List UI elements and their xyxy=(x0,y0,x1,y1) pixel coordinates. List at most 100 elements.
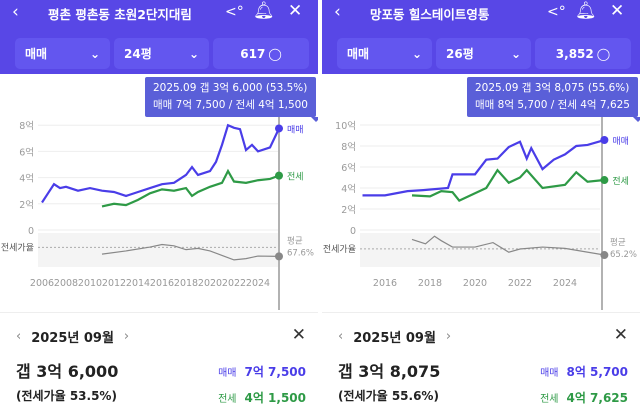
jeonse-ratio: (전세가율 55.6%) xyxy=(338,389,439,403)
sale-value: 8억 5,700 xyxy=(566,365,628,379)
x-tick-label: 2016 xyxy=(373,278,397,289)
x-tick-label: 2020 xyxy=(198,278,222,289)
series-endpoint xyxy=(600,251,609,260)
average-value: 67.6% xyxy=(287,248,314,258)
ratio-band xyxy=(360,233,600,267)
x-tick-label: 2022 xyxy=(508,278,532,289)
series-label: 매매 xyxy=(287,124,304,135)
close-icon[interactable]: ✕ xyxy=(610,1,625,21)
price-chart[interactable]: 0 2억 4억 6억 8억 10억 2016 2018 2020 2022 2024 전세가율 매매전세… xyxy=(322,115,640,310)
ratio-band xyxy=(38,233,278,267)
series-line-매매 xyxy=(362,138,605,197)
ratio-label: 전세가율 xyxy=(323,244,356,255)
detail-sheet: ‹ 2025년 09월 › ✕ 갭 3억 6,000 (전세가율 53.5%) 매매… xyxy=(0,312,318,411)
chevron-down-icon: ⌄ xyxy=(510,46,521,61)
size-value: 26평 xyxy=(446,47,474,61)
ratio-label: 전세가율 xyxy=(1,242,34,253)
selected-date: 2025년 09월 xyxy=(353,331,436,346)
comments-button[interactable]: 3,852 ◯ xyxy=(535,38,631,69)
series-endpoint xyxy=(275,252,283,261)
x-tick-label: 2006 xyxy=(30,278,54,289)
trade-type-select[interactable]: 매매 ⌄ xyxy=(337,38,432,69)
tooltip-line1: 2025.09 갭 3억 8,075 (55.6%) xyxy=(474,82,630,94)
series-endpoint xyxy=(275,171,283,180)
y-tick-label: 10억 xyxy=(335,120,356,132)
y-tick-label: 0 xyxy=(350,226,356,237)
next-month-button[interactable]: › xyxy=(445,329,452,344)
chevron-down-icon: ⌄ xyxy=(188,46,199,61)
comment-icon: ◯ xyxy=(268,46,282,61)
prev-month-button[interactable]: ‹ xyxy=(16,329,22,344)
back-icon[interactable]: ‹ xyxy=(334,2,341,22)
size-value: 24평 xyxy=(124,47,152,61)
size-select[interactable]: 26평 ⌄ xyxy=(436,38,531,69)
trade-type-value: 매매 xyxy=(25,47,48,61)
selected-date: 2025년 09월 xyxy=(31,331,114,346)
average-label: 평균 xyxy=(610,237,626,248)
series-line-전세 xyxy=(411,168,605,202)
comment-icon: ◯ xyxy=(596,46,611,61)
x-tick-label: 2014 xyxy=(126,278,150,289)
x-tick-label: 2010 xyxy=(78,278,102,289)
x-tick-label: 2012 xyxy=(102,278,126,289)
y-tick-label: 4억 xyxy=(19,173,34,185)
x-tick-label: 2020 xyxy=(463,278,487,289)
jeonse-value: 4억 7,625 xyxy=(566,391,628,405)
series-line-전세가율 xyxy=(101,243,280,261)
series-endpoint xyxy=(275,124,283,133)
y-tick-label: 8억 xyxy=(19,120,34,132)
series-endpoint xyxy=(600,176,609,185)
chevron-down-icon: ⌄ xyxy=(411,46,422,61)
share-icon[interactable]: <° xyxy=(225,4,244,20)
comments-button[interactable]: 617 ◯ xyxy=(213,38,309,69)
x-tick-label: 2024 xyxy=(246,278,270,289)
x-tick-label: 2022 xyxy=(222,278,246,289)
sale-label: 매매 xyxy=(540,368,559,379)
series-label: 매매 xyxy=(612,136,629,147)
apartment-panel-left: ‹ 평촌 평촌동 초원2단지대림 <° 🔔︎ ✕ 매매 ⌄ 24평 ⌄ 617 ◯ 0… xyxy=(0,0,318,411)
share-icon[interactable]: <° xyxy=(547,4,566,20)
sale-value: 7억 7,500 xyxy=(244,365,306,379)
gap-amount: 갭 3억 6,000 xyxy=(16,362,119,381)
comment-count: 3,852 xyxy=(555,46,594,61)
next-month-button[interactable]: › xyxy=(123,329,130,344)
detail-sheet: ‹ 2025년 09월 › ✕ 갭 3억 8,075 (전세가율 55.6%) 매매… xyxy=(322,312,640,411)
sale-price: 매매 7억 7,500 xyxy=(218,363,306,380)
x-tick-label: 2016 xyxy=(150,278,174,289)
series-line-매매 xyxy=(41,123,280,204)
back-icon[interactable]: ‹ xyxy=(12,2,19,22)
series-line-전세가율 xyxy=(411,235,605,256)
jeonse-value: 4억 1,500 xyxy=(244,391,306,405)
y-tick-label: 6억 xyxy=(19,146,34,158)
series-line-전세 xyxy=(101,168,280,208)
size-select[interactable]: 24평 ⌄ xyxy=(114,38,209,69)
average-value: 65.2% xyxy=(610,250,637,260)
y-tick-label: 0 xyxy=(28,226,34,237)
close-icon[interactable]: ✕ xyxy=(288,1,303,21)
sale-price: 매매 8억 5,700 xyxy=(540,363,628,380)
x-tick-label: 2018 xyxy=(418,278,442,289)
trade-type-select[interactable]: 매매 ⌄ xyxy=(15,38,110,69)
close-icon[interactable]: ✕ xyxy=(291,325,306,345)
chart-tooltip: 2025.09 갭 3억 6,000 (53.5%) 매매 7억 7,500 / … xyxy=(144,77,318,122)
y-tick-label: 2억 xyxy=(19,199,34,211)
jeonse-ratio: (전세가율 53.5%) xyxy=(16,389,117,403)
jeonse-label: 전세 xyxy=(540,394,559,405)
x-tick-label: 2008 xyxy=(54,278,78,289)
apartment-panel-right: ‹ 망포동 힐스테이트영통 <° 🔔︎ ✕ 매매 ⌄ 26평 ⌄ 3,852 ◯ 0 2… xyxy=(322,0,640,411)
tooltip-line2: 매매 7억 7,500 / 전세 4억 1,500 xyxy=(152,99,308,111)
gap-amount: 갭 3억 8,075 xyxy=(338,362,441,381)
prev-month-button[interactable]: ‹ xyxy=(338,329,344,344)
bell-icon[interactable]: 🔔︎ xyxy=(575,1,597,21)
y-tick-label: 4억 xyxy=(341,183,356,195)
header: ‹ 평촌 평촌동 초원2단지대림 <° 🔔︎ ✕ 매매 ⌄ 24평 ⌄ 617 ◯ xyxy=(0,0,318,74)
chart-tooltip: 2025.09 갭 3억 8,075 (55.6%) 매매 8억 5,700 / … xyxy=(466,77,640,122)
y-tick-label: 6억 xyxy=(341,162,356,174)
x-tick-label: 2024 xyxy=(553,278,577,289)
trade-type-value: 매매 xyxy=(347,47,370,61)
close-icon[interactable]: ✕ xyxy=(613,325,628,345)
jeonse-price: 전세 4억 7,625 xyxy=(540,389,628,406)
bell-icon[interactable]: 🔔︎ xyxy=(253,1,275,21)
page-title: 망포동 힐스테이트영통 xyxy=(370,7,490,22)
